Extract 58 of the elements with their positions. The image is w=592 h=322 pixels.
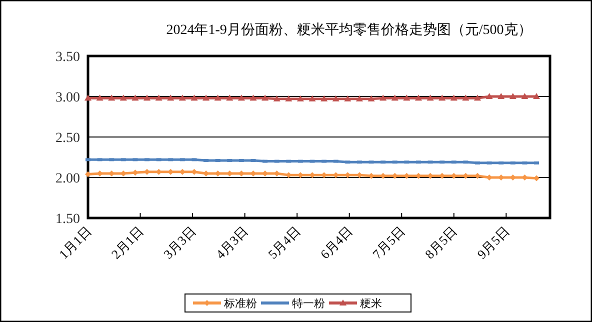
x-tick-label: 4月3日 <box>212 224 251 262</box>
point <box>84 94 92 101</box>
point <box>344 95 352 102</box>
point <box>474 94 481 101</box>
y-tick-label: 2.00 <box>56 172 80 186</box>
y-tick-label: 3.50 <box>56 50 80 65</box>
point <box>285 95 292 102</box>
point <box>108 94 116 101</box>
point <box>486 93 493 99</box>
point <box>178 94 186 101</box>
x-tick-label: 7月5日 <box>370 224 408 262</box>
point <box>132 94 139 101</box>
x-tick-label: 8月5日 <box>422 224 460 262</box>
legend-label: 粳米 <box>360 297 382 310</box>
chart-title: 2024年1-9月份面粉、粳米平均零售价格走势图（元/500克） <box>166 22 532 38</box>
point <box>296 95 304 102</box>
y-tick-label: 2.50 <box>56 131 80 146</box>
point <box>498 93 505 99</box>
point <box>273 95 280 102</box>
point <box>509 93 516 99</box>
point <box>214 94 222 101</box>
legend-label: 标准粉 <box>223 297 257 310</box>
point <box>426 94 434 101</box>
point <box>414 94 422 101</box>
point <box>167 94 174 101</box>
point <box>438 94 446 101</box>
x-tick-label: 6月4日 <box>317 224 356 262</box>
point <box>85 171 91 178</box>
x-tick-label: 9月5日 <box>474 224 512 262</box>
point <box>120 94 127 101</box>
point <box>238 94 245 101</box>
point <box>320 95 328 102</box>
x-tick-label: 5月4日 <box>265 224 304 262</box>
x-tick-label: 2月1日 <box>108 224 146 262</box>
point <box>86 158 90 162</box>
point <box>155 94 162 101</box>
point <box>332 95 340 102</box>
point <box>96 94 104 101</box>
point <box>391 94 398 101</box>
point <box>534 175 540 182</box>
x-tick-label: 3月3日 <box>160 224 199 262</box>
point <box>533 93 540 99</box>
point <box>356 95 363 102</box>
point <box>144 94 151 101</box>
point <box>226 94 234 101</box>
point <box>250 94 257 101</box>
point <box>190 94 198 101</box>
legend-label: 特一粉 <box>292 298 325 310</box>
point <box>380 94 387 101</box>
y-tick-label: 3.00 <box>56 90 80 106</box>
point <box>462 94 470 101</box>
point <box>202 94 210 101</box>
point <box>308 95 316 102</box>
point <box>450 94 458 101</box>
point <box>403 94 410 101</box>
point <box>368 95 375 102</box>
point <box>262 94 269 101</box>
point <box>521 93 528 99</box>
